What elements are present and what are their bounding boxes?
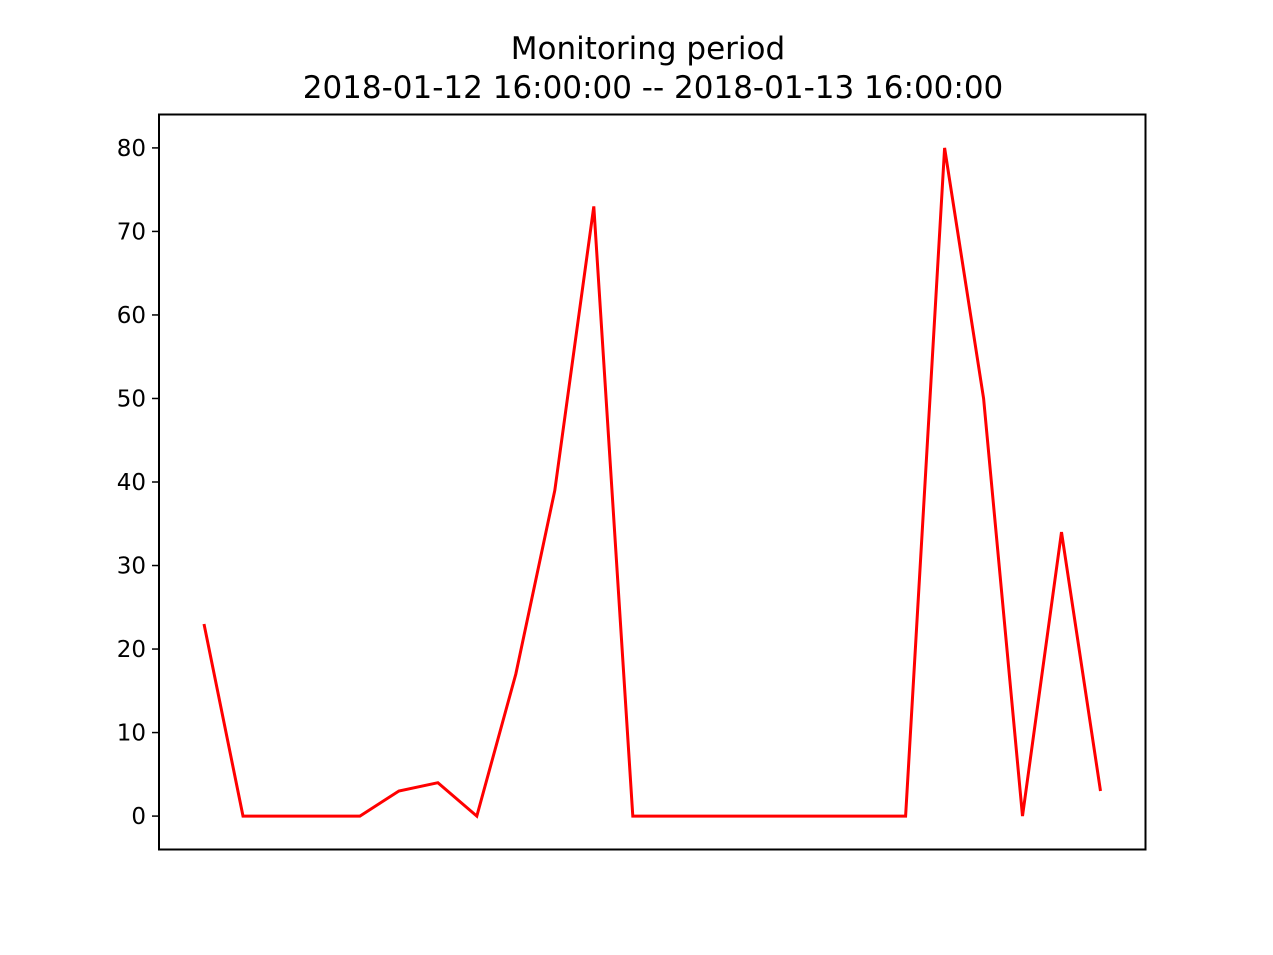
y-tick-label: 20 — [117, 637, 146, 663]
y-tick-label: 70 — [117, 219, 146, 245]
y-axis: 0 10 20 30 40 50 60 70 80 — [117, 136, 159, 830]
y-tick-label: 60 — [117, 303, 146, 329]
y-tick-label: 40 — [117, 470, 146, 496]
chart-subtitle: 2018-01-12 16:00:00 -- 2018-01-13 16:00:… — [303, 70, 1004, 106]
y-tick-label: 10 — [117, 721, 146, 747]
y-tick-label: 80 — [117, 136, 146, 162]
chart-title: Monitoring period — [511, 31, 785, 67]
y-tick-label: 30 — [117, 554, 146, 580]
y-tick-label: 50 — [117, 386, 146, 412]
y-tick-label: 0 — [131, 804, 146, 830]
plot-frame — [158, 113, 1147, 851]
series-line — [202, 147, 1102, 819]
